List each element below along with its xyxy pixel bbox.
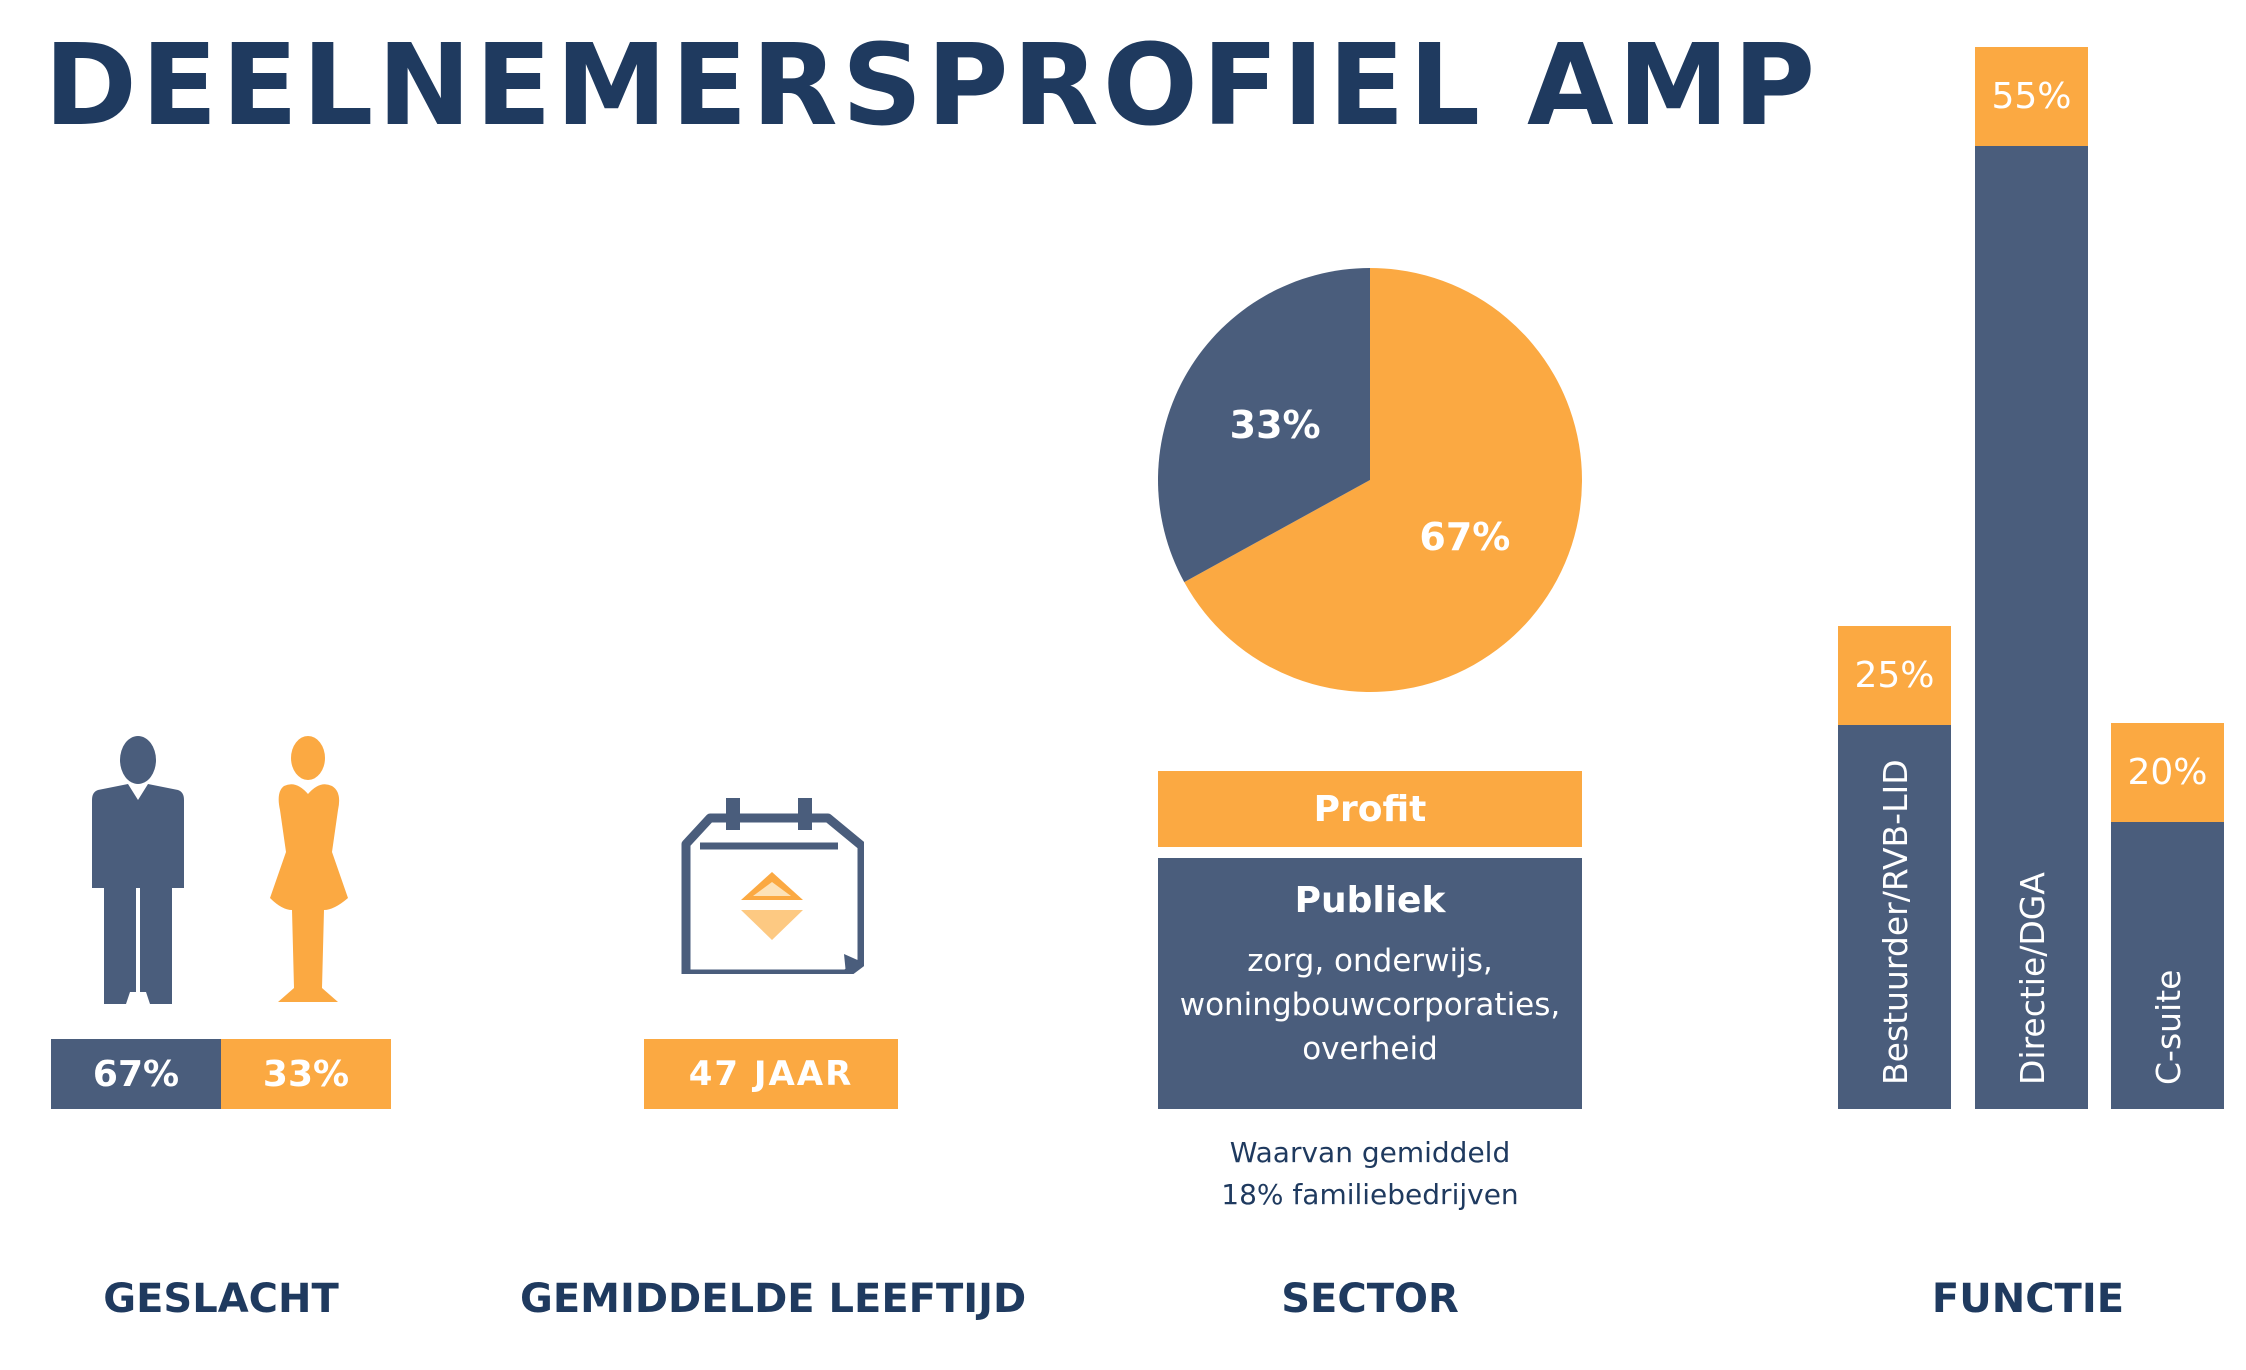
public-label: Publiek <box>1294 880 1446 921</box>
note-line: Waarvan gemiddeld <box>1229 1136 1511 1169</box>
function-bar-value: 20% <box>2111 722 2224 822</box>
pie-slice <box>1184 268 1582 692</box>
pie-slice-label: 33% <box>1230 403 1321 447</box>
age-value: 47 JAAR <box>644 1039 898 1109</box>
note-line: 18% familiebedrijven <box>1221 1178 1519 1211</box>
public-sub-item: woningbouwcorporaties, <box>1179 987 1561 1023</box>
function-caption: FUNCTIE <box>1931 1276 2125 1322</box>
page-title: DEELNEMERSPROFIEL AMP <box>44 21 1820 151</box>
sector-caption: SECTOR <box>1281 1276 1459 1322</box>
pie-slice-label: 67% <box>1419 515 1510 559</box>
public-sub-item: overheid <box>1302 1031 1438 1067</box>
function-bar <box>1975 47 2088 1109</box>
sector-pie-chart: 67% 33% <box>1158 268 1582 692</box>
public-sub-list: zorg, onderwijs, woningbouwcorporaties, … <box>1158 939 1582 1071</box>
function-bar-label: Directie/DGA <box>2013 872 2052 1085</box>
family-business-note: Waarvan gemiddeld 18% familiebedrijven <box>1158 1132 1582 1216</box>
function-bar-value: 55% <box>1975 47 2088 146</box>
calendar-icon <box>681 798 864 974</box>
function-bar-value: 25% <box>1838 626 1951 726</box>
male-person-icon <box>92 736 184 1004</box>
function-bar-label: C-suite <box>2149 969 2188 1085</box>
gender-caption: GESLACHT <box>103 1276 339 1322</box>
male-percentage: 67% <box>51 1039 221 1109</box>
female-percentage: 33% <box>221 1039 391 1109</box>
public-sub-item: zorg, onderwijs, <box>1247 943 1493 979</box>
age-caption: GEMIDDELDE LEEFTIJD <box>520 1276 1027 1322</box>
public-sector-box: Publiek zorg, onderwijs, woningbouwcorpo… <box>1158 858 1582 1109</box>
profit-label: Profit <box>1158 771 1582 847</box>
pie-slice <box>1158 268 1370 583</box>
function-bar-label: Bestuurder/RVB-LID <box>1876 759 1915 1085</box>
female-person-icon <box>270 736 348 1002</box>
